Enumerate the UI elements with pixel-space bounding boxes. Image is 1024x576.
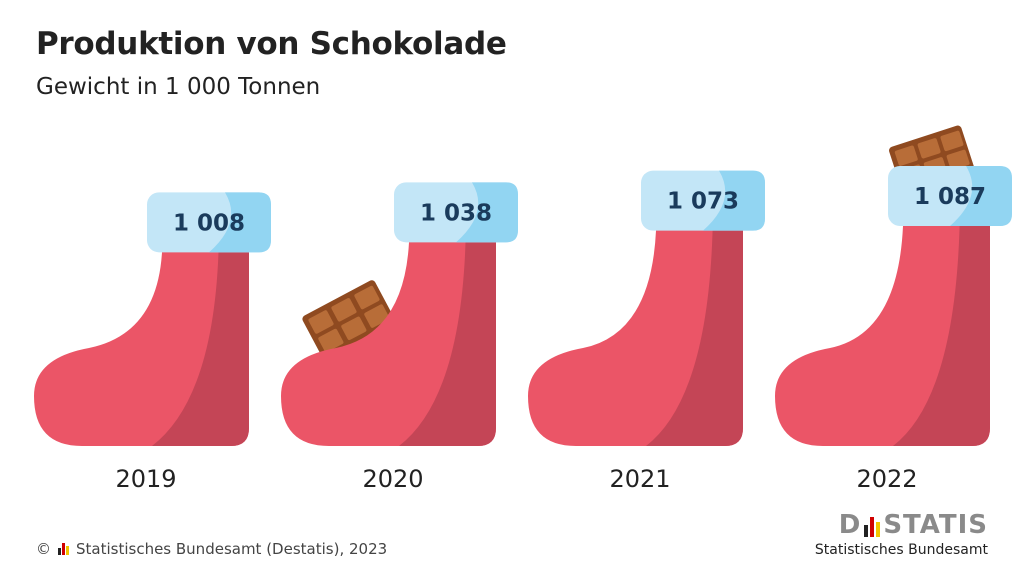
value-label: 1 073 bbox=[667, 189, 739, 215]
logo-word-left: D bbox=[838, 510, 862, 540]
stocking-shade bbox=[893, 206, 990, 446]
value-label: 1 087 bbox=[914, 184, 986, 210]
category-label: 2020 bbox=[362, 465, 423, 493]
destatis-logo: D STATIS Statistisches Bundesamt bbox=[815, 510, 988, 558]
stocking-cuff-shade bbox=[209, 192, 271, 253]
category-label: 2021 bbox=[609, 465, 670, 493]
stocking-shade bbox=[646, 210, 743, 446]
stocking-cuff-shade bbox=[456, 182, 518, 243]
chart-title: Produktion von Schokolade bbox=[36, 26, 507, 62]
logo-tagline: Statistisches Bundesamt bbox=[814, 542, 988, 558]
category-label: 2022 bbox=[856, 465, 917, 493]
value-label: 1 008 bbox=[173, 210, 245, 236]
copyright-symbol: © bbox=[36, 540, 51, 558]
source-text: Statistisches Bundesamt (Destatis), 2023 bbox=[76, 540, 388, 558]
chart-area: 1 008 2019 1 038 2020 1 073 2021 1 087 2022 bbox=[34, 125, 1012, 493]
footer-source: © Statistisches Bundesamt (Destatis), 20… bbox=[36, 540, 387, 558]
stocking-shade bbox=[152, 232, 249, 446]
chart-subtitle: Gewicht in 1 000 Tonnen bbox=[36, 74, 321, 100]
stocking-bar-2022: 1 087 bbox=[775, 125, 1012, 446]
destatis-mini-logo-icon bbox=[58, 543, 69, 555]
stocking-bar-2021: 1 073 bbox=[528, 170, 765, 446]
stocking-cuff-shade bbox=[950, 166, 1012, 226]
stocking-bar-2019: 1 008 bbox=[34, 192, 271, 446]
logo-bars-icon bbox=[864, 515, 881, 537]
stocking-bar-2020: 1 038 bbox=[281, 182, 518, 446]
stocking-cuff-shade bbox=[703, 170, 765, 231]
value-label: 1 038 bbox=[420, 200, 492, 226]
logo-word-right: STATIS bbox=[883, 510, 988, 540]
category-label: 2019 bbox=[115, 465, 176, 493]
stocking-shade bbox=[399, 222, 496, 446]
